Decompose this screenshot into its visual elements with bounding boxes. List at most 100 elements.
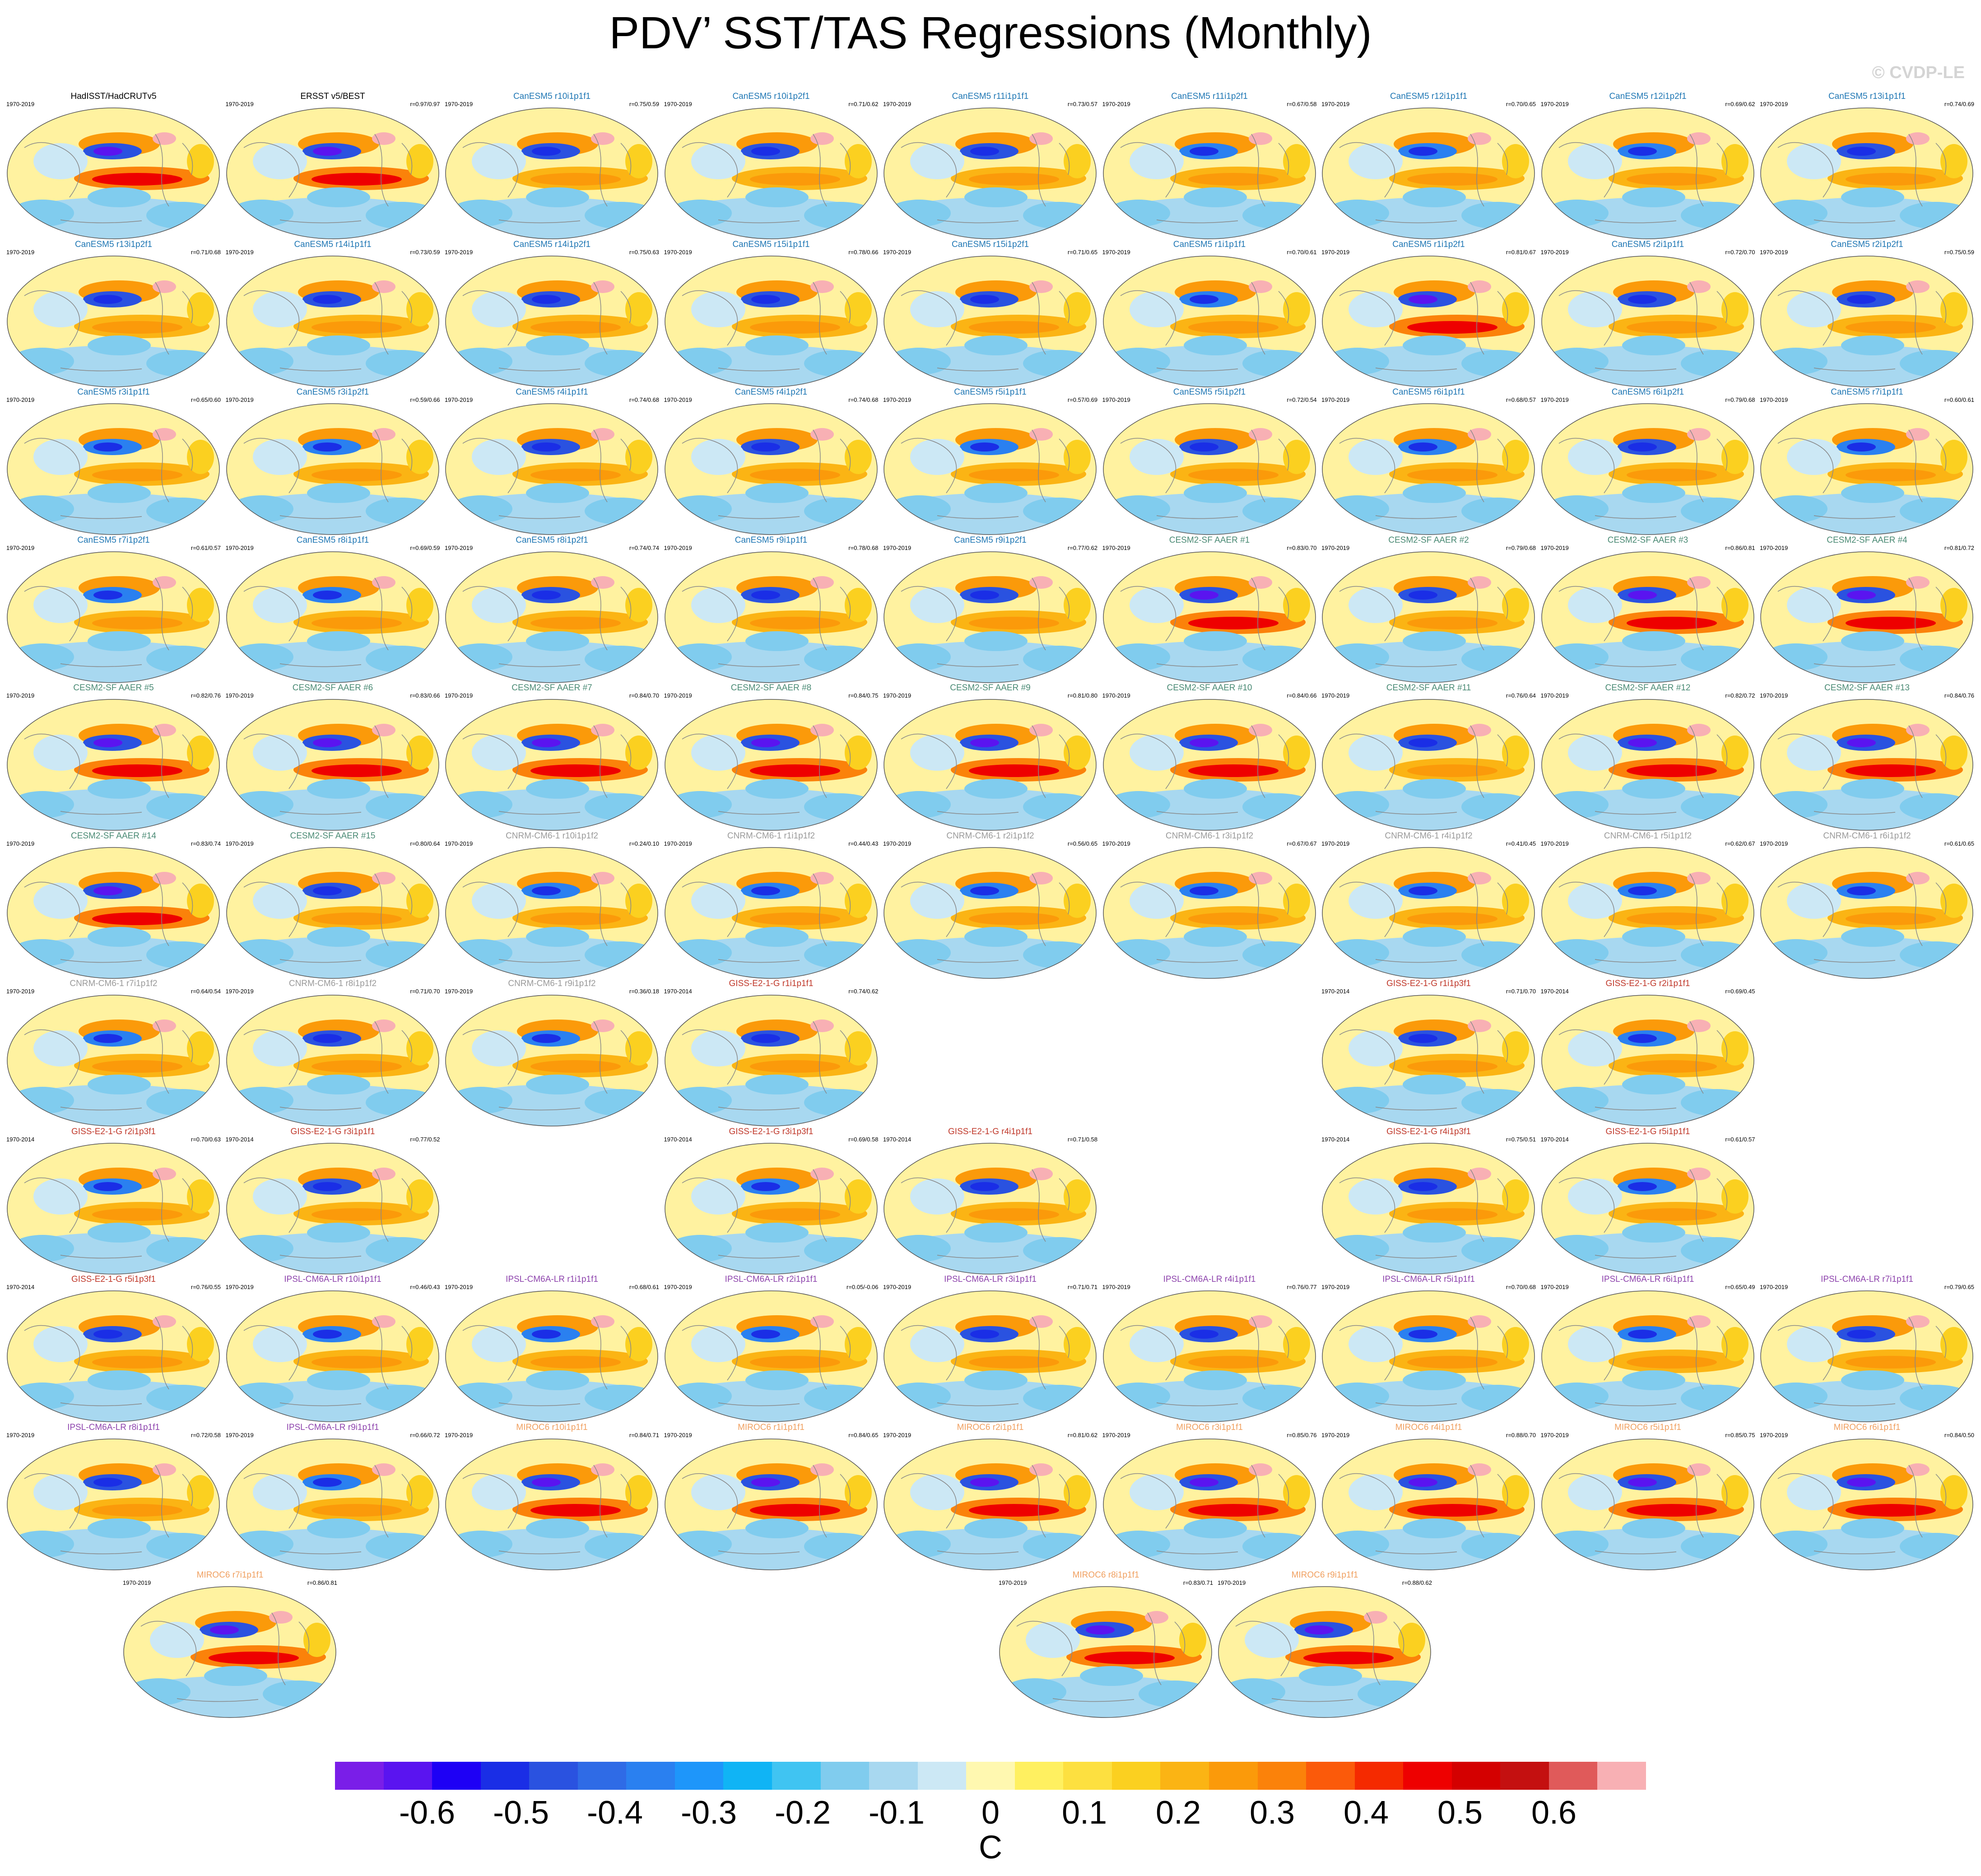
panel-correlation: r=0.24/0.10 — [629, 840, 659, 847]
map-panel: CanESM5 r13i1p2f1 1970-2019 r=0.71/0.68 — [6, 240, 221, 389]
panel-title: CanESM5 r5i1p2f1 — [1173, 387, 1246, 397]
panel-period: 1970-2014 — [1321, 988, 1350, 995]
panel-correlation: r=0.74/0.74 — [629, 544, 659, 551]
panel-title: CESM2-SF AAER #6 — [292, 683, 373, 693]
colorbar-swatch — [1549, 1762, 1598, 1790]
regression-map — [1102, 699, 1316, 831]
panel-period: 1970-2019 — [664, 1284, 692, 1290]
panel-title: CanESM5 r7i1p1f1 — [1831, 387, 1903, 397]
panel-correlation: r=0.84/0.76 — [1944, 692, 1974, 699]
map-panel: GISS-E2-1-G r5i1p1f1 1970-2014 r=0.61/0.57 — [1541, 1127, 1755, 1276]
panel-title: CESM2-SF AAER #14 — [70, 831, 157, 841]
panel-correlation: r=0.72/0.54 — [1287, 396, 1317, 403]
panel-correlation: r=0.75/0.51 — [1506, 1136, 1536, 1143]
panel-period: 1970-2019 — [1321, 101, 1350, 107]
panel-correlation: r=0.74/0.68 — [848, 396, 879, 403]
map-panel: CanESM5 r8i1p2f1 1970-2019 r=0.74/0.74 — [445, 535, 659, 684]
panel-title: CanESM5 r10i1p2f1 — [732, 92, 810, 101]
panel-correlation: r=0.71/0.71 — [1067, 1284, 1097, 1290]
regression-map — [226, 255, 439, 387]
panel-title: CanESM5 r3i1p1f1 — [77, 387, 150, 397]
panel-title: CESM2-SF AAER #8 — [730, 683, 812, 693]
panel-title: CanESM5 r9i1p2f1 — [954, 535, 1027, 545]
panel-title: CNRM-CM6-1 r1i1p1f2 — [727, 831, 815, 841]
panel-correlation: r=0.70/0.63 — [191, 1136, 221, 1143]
regression-map — [1102, 551, 1316, 683]
panel-title: CanESM5 r7i1p2f1 — [77, 535, 150, 545]
colorbar-tick-label: -0.2 — [774, 1795, 831, 1831]
regression-map — [1102, 255, 1316, 387]
panel-title: CanESM5 r14i1p2f1 — [513, 239, 591, 249]
panel-period: 1970-2019 — [1540, 248, 1569, 256]
map-panel: CNRM-CM6-1 r1i1p1f2 1970-2019 r=0.44/0.43 — [664, 831, 879, 980]
panel-title: MIROC6 r10i1p1f1 — [516, 1422, 588, 1432]
colorbar-tick-label: 0.4 — [1343, 1795, 1389, 1831]
map-panel: CESM2-SF AAER #3 1970-2019 r=0.86/0.81 — [1541, 535, 1755, 684]
panel-period: 1970-2019 — [225, 988, 254, 995]
panel-title: CanESM5 r15i1p2f1 — [951, 239, 1029, 249]
panel-title: CanESM5 r10i1p1f1 — [513, 92, 591, 101]
panel-correlation: r=0.78/0.68 — [848, 544, 879, 551]
panel-period: 1970-2014 — [664, 988, 692, 995]
panel-title: CanESM5 r4i1p2f1 — [735, 387, 808, 397]
panel-period: 1970-2019 — [123, 1579, 151, 1586]
map-panel: CanESM5 r14i1p2f1 1970-2019 r=0.75/0.63 — [445, 240, 659, 389]
panel-period: 1970-2019 — [1102, 101, 1130, 107]
colorbar-tick-label: -0.1 — [868, 1795, 925, 1831]
regression-map — [226, 107, 439, 239]
panel-correlation: r=0.88/0.70 — [1506, 1431, 1536, 1438]
regression-map — [1541, 847, 1754, 979]
panel-correlation: r=0.57/0.69 — [1067, 396, 1097, 403]
regression-map — [1541, 1142, 1754, 1275]
regression-map — [1760, 1438, 1973, 1570]
panel-title: CanESM5 r13i1p1f1 — [1828, 92, 1906, 101]
regression-map — [1541, 403, 1754, 535]
panel-title: CESM2-SF AAER #11 — [1386, 683, 1471, 693]
regression-map — [1760, 847, 1973, 979]
panel-period: 1970-2019 — [883, 101, 911, 107]
panel-period: 1970-2019 — [1102, 840, 1130, 847]
panel-correlation: r=0.81/0.72 — [1944, 544, 1974, 551]
panel-correlation: r=0.69/0.62 — [1725, 101, 1755, 107]
map-panel: IPSL-CM6A-LR r2i1p1f1 1970-2019 r=0.05/-0.… — [664, 1275, 879, 1424]
regression-map — [445, 699, 658, 831]
colorbar-tick-label: -0.4 — [586, 1795, 643, 1831]
panel-title: IPSL-CM6A-LR r3i1p1f1 — [944, 1275, 1037, 1284]
colorbar-swatch — [335, 1762, 384, 1790]
panel-period: 1970-2019 — [445, 396, 473, 403]
map-panel: CESM2-SF AAER #13 1970-2019 r=0.84/0.76 — [1760, 683, 1974, 832]
panel-period: 1970-2019 — [664, 544, 692, 551]
map-panel: GISS-E2-1-G r5i1p3f1 1970-2014 r=0.76/0.55 — [6, 1275, 221, 1424]
colorbar-swatch — [869, 1762, 918, 1790]
map-panel: CanESM5 r7i1p1f1 1970-2019 r=0.60/0.61 — [1760, 387, 1974, 536]
panel-period: 1970-2019 — [1321, 1284, 1350, 1290]
panel-title: MIROC6 r8i1p1f1 — [1072, 1570, 1139, 1580]
map-panel: MIROC6 r4i1p1f1 1970-2019 r=0.88/0.70 — [1321, 1423, 1536, 1572]
panel-title: CNRM-CM6-1 r9i1p1f2 — [508, 979, 596, 988]
map-panel: CanESM5 r5i1p2f1 1970-2019 r=0.72/0.54 — [1102, 387, 1317, 536]
map-panel: CNRM-CM6-1 r10i1p1f2 1970-2019 r=0.24/0.10 — [445, 831, 659, 980]
panel-correlation: r=0.77/0.62 — [1067, 544, 1097, 551]
regression-map — [1322, 847, 1535, 979]
panel-title: CNRM-CM6-1 r4i1p1f2 — [1385, 831, 1473, 841]
panel-correlation: r=0.75/0.59 — [1944, 248, 1974, 256]
panel-period: 1970-2019 — [1540, 1431, 1569, 1438]
colorbar-swatch — [1257, 1762, 1307, 1790]
regression-map — [226, 1142, 439, 1275]
panel-title: GISS-E2-1-G r4i1p1f1 — [948, 1127, 1032, 1136]
panel-period: 1970-2019 — [664, 248, 692, 256]
colorbar-swatch — [626, 1762, 675, 1790]
map-panel: CanESM5 r2i1p2f1 1970-2019 r=0.75/0.59 — [1760, 240, 1974, 389]
colorbar-tick-label: -0.3 — [680, 1795, 737, 1831]
panel-period: 1970-2019 — [1102, 1284, 1130, 1290]
map-panel: IPSL-CM6A-LR r4i1p1f1 1970-2019 r=0.76/0.7… — [1102, 1275, 1317, 1424]
panel-title: CESM2-SF AAER #5 — [73, 683, 154, 693]
panel-title: CESM2-SF AAER #1 — [1169, 535, 1250, 545]
panel-period: 1970-2019 — [664, 692, 692, 699]
map-panel: CanESM5 r10i1p2f1 1970-2019 r=0.71/0.62 — [664, 92, 879, 241]
map-panel: CanESM5 r11i1p2f1 1970-2019 r=0.67/0.58 — [1102, 92, 1317, 241]
panel-period: 1970-2019 — [1321, 840, 1350, 847]
panel-correlation: r=0.73/0.57 — [1067, 101, 1097, 107]
colorbar-swatch — [820, 1762, 870, 1790]
map-panel: CanESM5 r8i1p1f1 1970-2019 r=0.69/0.59 — [226, 535, 440, 684]
